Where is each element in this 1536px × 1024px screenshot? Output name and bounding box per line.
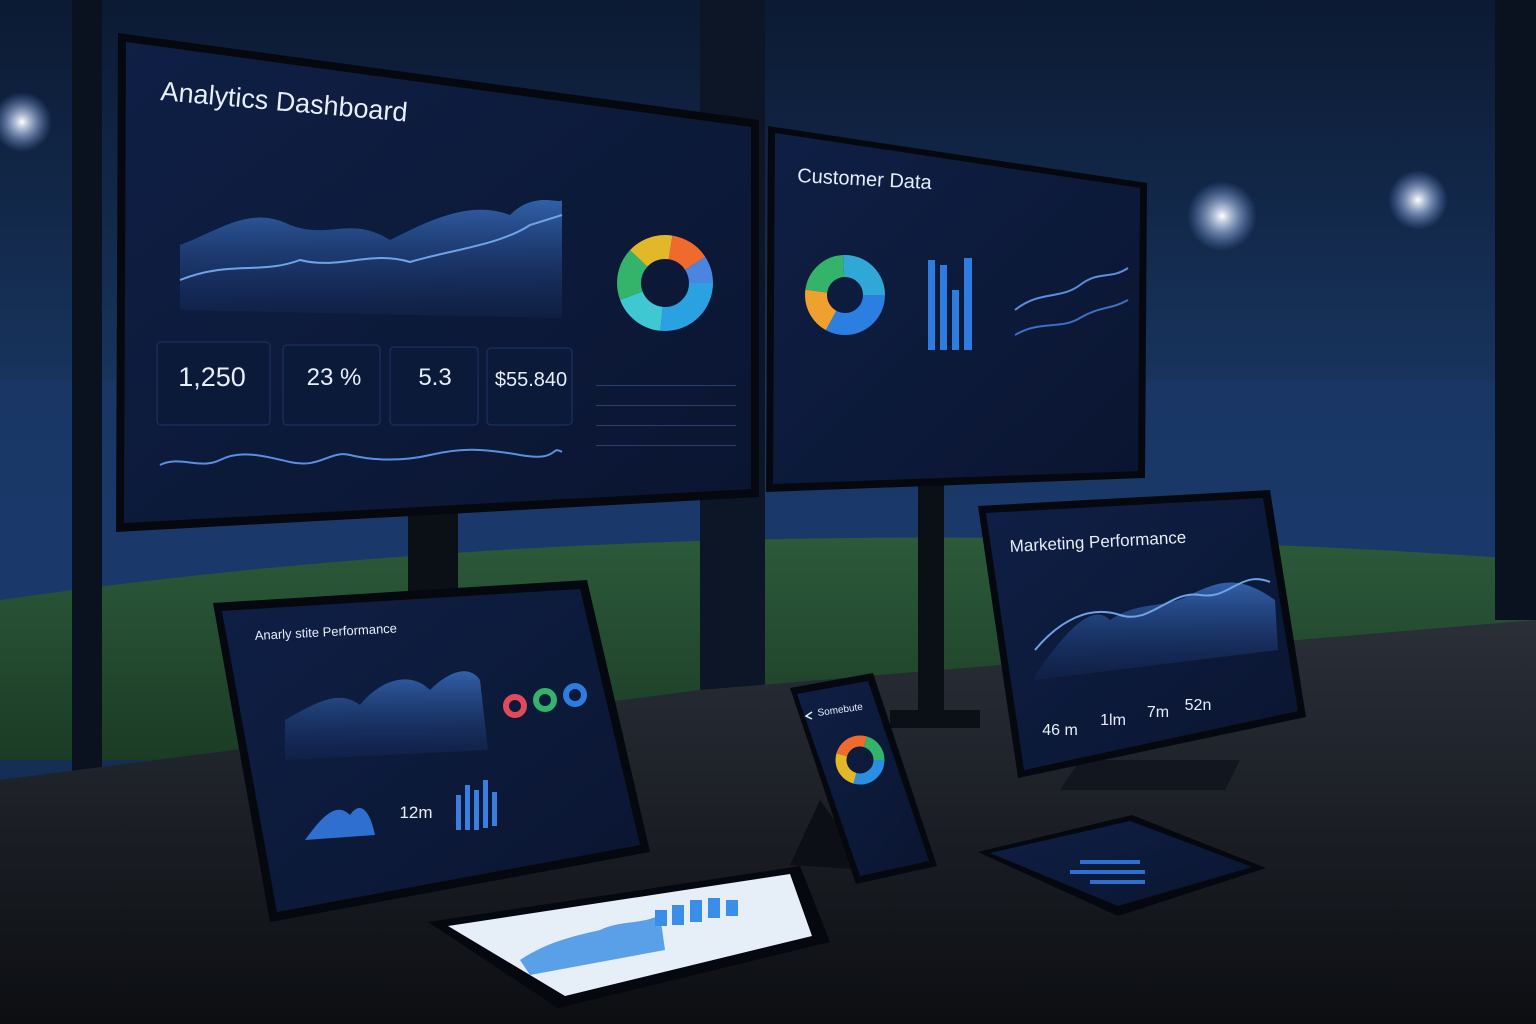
kpi-value: 12m bbox=[399, 803, 432, 822]
decor-rect bbox=[596, 445, 736, 446]
donut bbox=[617, 235, 713, 331]
decor-path bbox=[179, 214, 563, 281]
decor-circle bbox=[835, 735, 885, 785]
tablet: Anarly stite Performance 12m bbox=[213, 580, 650, 922]
screen-title: Anarly stite Performance bbox=[254, 621, 397, 643]
decor-circle bbox=[835, 735, 885, 785]
decor-rect bbox=[726, 900, 738, 916]
decor-rect bbox=[465, 785, 470, 830]
analytics-monitor: Analytics Dashboard 1,250 23 % 5.3 $55.8… bbox=[116, 33, 759, 600]
decor-rect bbox=[964, 258, 972, 350]
kpi-value: 1lm bbox=[1100, 712, 1126, 729]
decor-rect bbox=[596, 385, 736, 386]
kpi-value: 23 % bbox=[307, 364, 362, 391]
decor-g bbox=[503, 683, 587, 718]
decor-path bbox=[804, 711, 813, 720]
decor-path bbox=[159, 448, 563, 466]
decor-polygon bbox=[1060, 760, 1240, 790]
decor-circle bbox=[617, 235, 713, 331]
decor-rect bbox=[474, 790, 479, 830]
floodlight bbox=[1388, 170, 1448, 230]
kpi-value: 1,250 bbox=[178, 362, 246, 392]
kpi-value: 52n bbox=[1185, 697, 1212, 714]
decor-circle bbox=[617, 235, 713, 331]
decor-g bbox=[805, 255, 885, 335]
decor-path bbox=[305, 807, 375, 840]
decor-rect bbox=[672, 905, 684, 925]
decor-rect bbox=[890, 710, 980, 728]
floodlight bbox=[1187, 181, 1257, 251]
decor-rect bbox=[389, 346, 479, 426]
decor-circle bbox=[563, 683, 587, 707]
decor-g bbox=[1070, 860, 1145, 884]
decor-rect bbox=[456, 795, 461, 830]
decor-rect bbox=[918, 485, 944, 715]
decor-rect bbox=[596, 405, 736, 406]
decor-circle bbox=[835, 735, 885, 785]
decor-rect bbox=[1090, 880, 1145, 884]
marketing-monitor: Marketing Performance 46 m 1lm 7m 52n bbox=[978, 490, 1306, 790]
kpi-value: 5.3 bbox=[418, 364, 451, 391]
decor-rect bbox=[1070, 870, 1145, 874]
decor-rect bbox=[690, 900, 702, 922]
decor-g bbox=[928, 258, 972, 350]
window-frame bbox=[72, 0, 102, 780]
phone: Somebute bbox=[790, 673, 937, 884]
decor-rect bbox=[492, 792, 497, 826]
decor-rect bbox=[408, 500, 458, 600]
decor-rect bbox=[156, 341, 271, 426]
decor-rect bbox=[708, 898, 720, 918]
tablet bbox=[978, 815, 1266, 916]
decor-circle bbox=[503, 694, 527, 718]
decor-path bbox=[1035, 582, 1278, 680]
decor-rect bbox=[596, 425, 736, 426]
decor-path bbox=[1034, 578, 1271, 651]
kpi-value: $55.840 bbox=[495, 369, 567, 391]
decor-rect bbox=[486, 347, 573, 426]
decor-rect bbox=[952, 290, 959, 350]
decor-path bbox=[1014, 299, 1129, 336]
customer-monitor: Customer Data bbox=[766, 126, 1147, 728]
decor-path bbox=[1014, 267, 1129, 311]
decor-rect bbox=[483, 780, 488, 828]
decor-path bbox=[520, 915, 665, 975]
decor-rect bbox=[928, 260, 935, 350]
decor-rect bbox=[655, 910, 667, 926]
kpi-value: 46 m bbox=[1042, 722, 1078, 739]
decor-rect bbox=[940, 265, 947, 350]
decor-rect bbox=[282, 344, 381, 426]
decor-g bbox=[456, 780, 497, 830]
window-frame bbox=[1495, 0, 1536, 620]
decor-circle bbox=[617, 235, 713, 331]
decor-circle bbox=[533, 688, 557, 712]
decor-rect bbox=[1080, 860, 1140, 864]
decor-g bbox=[655, 898, 738, 926]
decor-circle bbox=[805, 255, 885, 335]
floodlight bbox=[0, 92, 52, 152]
decor-circle bbox=[805, 255, 885, 335]
decor-path bbox=[285, 671, 488, 760]
kpi-value: 7m bbox=[1147, 704, 1169, 721]
decor-g bbox=[835, 735, 885, 785]
tablet bbox=[428, 866, 830, 1008]
